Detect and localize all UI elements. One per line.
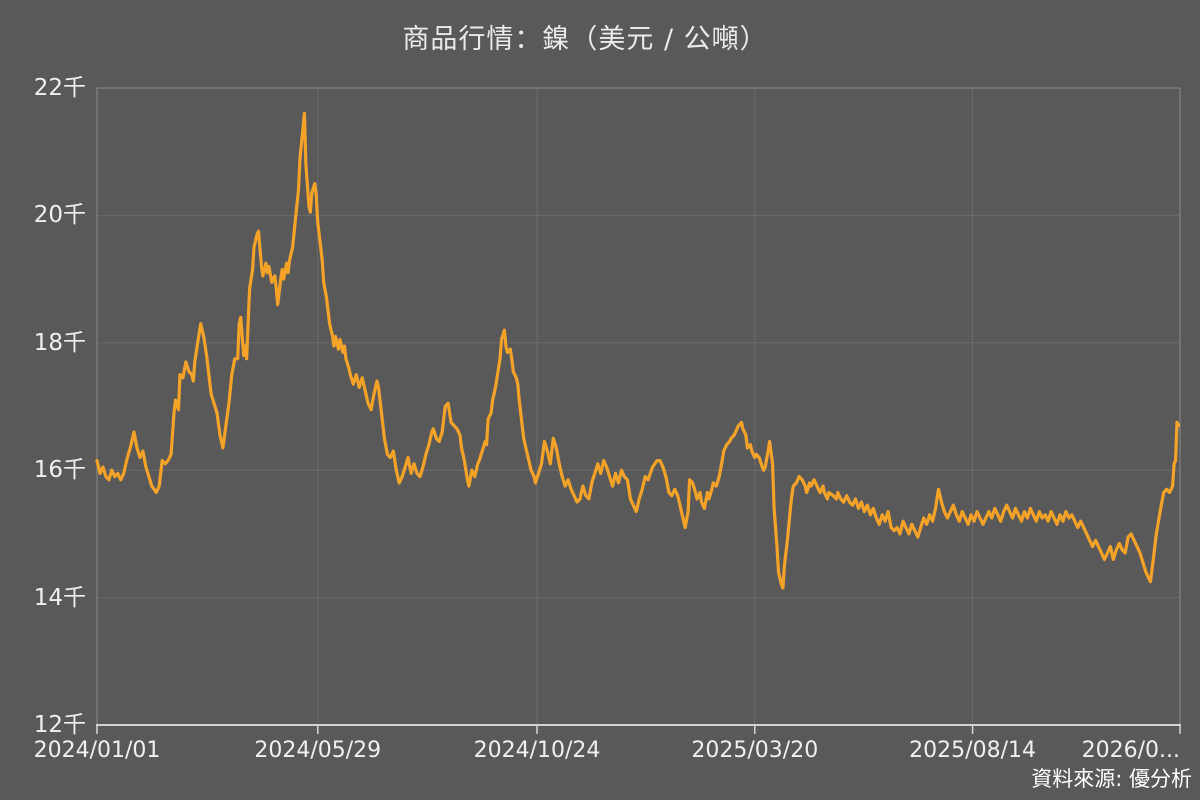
y-axis-label: 18千: [33, 329, 86, 356]
x-axis-label: 2024/05/29: [254, 738, 382, 763]
y-axis-label: 12千: [33, 712, 86, 738]
y-axis-label: 16千: [33, 457, 86, 484]
chart-title: 商品行情：鎳（美元 / 公噸）: [402, 24, 768, 55]
y-axis-label: 20千: [33, 202, 86, 229]
x-axis-label: 2025/03/20: [691, 738, 819, 763]
plot-area[interactable]: [97, 88, 1180, 725]
x-axis-label: 2024/01/01: [33, 738, 161, 763]
x-axis-label: 2025/08/14: [909, 738, 1036, 763]
source-label: 資料來源: 優分析: [1031, 767, 1192, 791]
x-axis-label: 2024/10/24: [473, 738, 601, 763]
y-axis-label: 14千: [33, 584, 86, 611]
x-axis-label: 2026/0...: [1081, 738, 1180, 763]
price-line[interactable]: [95, 111, 1181, 590]
y-axis-label: 22千: [33, 75, 86, 101]
